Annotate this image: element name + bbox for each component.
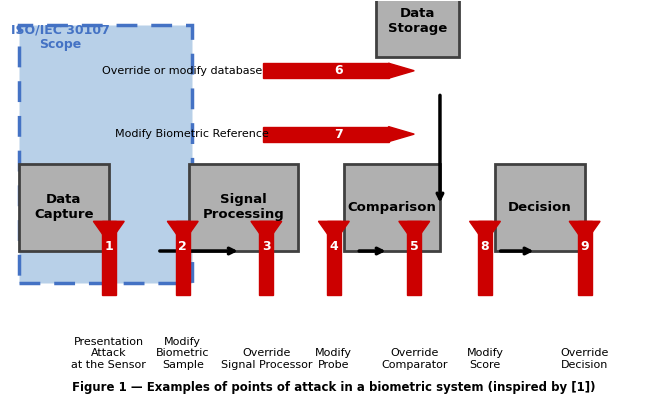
Polygon shape (389, 126, 414, 142)
Text: Comparison: Comparison (348, 201, 436, 214)
Text: Override or modify database: Override or modify database (103, 66, 263, 76)
FancyBboxPatch shape (175, 221, 190, 294)
FancyBboxPatch shape (407, 221, 421, 294)
Text: 3: 3 (262, 241, 271, 253)
Polygon shape (469, 221, 500, 243)
Text: 1: 1 (105, 241, 113, 253)
FancyBboxPatch shape (263, 63, 389, 78)
Text: Modify
Biometric
Sample: Modify Biometric Sample (156, 337, 209, 370)
FancyBboxPatch shape (344, 164, 440, 251)
FancyBboxPatch shape (495, 164, 585, 251)
Text: 2: 2 (178, 241, 187, 253)
Text: Override
Comparator: Override Comparator (381, 348, 448, 370)
Text: ISO/IEC 30107
Scope: ISO/IEC 30107 Scope (11, 23, 110, 51)
FancyBboxPatch shape (478, 221, 492, 294)
FancyBboxPatch shape (189, 164, 299, 251)
Polygon shape (93, 221, 124, 243)
Text: Modify Biometric Reference: Modify Biometric Reference (115, 129, 269, 139)
Text: Modify
Score: Modify Score (467, 348, 504, 370)
Text: 7: 7 (334, 128, 343, 140)
Text: Figure 1 — Examples of points of attack in a biometric system (inspired by [1]): Figure 1 — Examples of points of attack … (72, 381, 596, 394)
Text: 8: 8 (481, 241, 489, 253)
Text: Data
Storage: Data Storage (388, 7, 447, 35)
Polygon shape (569, 221, 600, 243)
Text: Modify
Probe: Modify Probe (315, 348, 352, 370)
FancyBboxPatch shape (375, 0, 459, 57)
Text: 5: 5 (410, 241, 418, 253)
Text: Data
Capture: Data Capture (34, 194, 93, 221)
FancyBboxPatch shape (102, 221, 116, 294)
Text: 9: 9 (581, 241, 589, 253)
Polygon shape (318, 221, 350, 243)
Text: Decision: Decision (508, 201, 571, 214)
FancyBboxPatch shape (260, 221, 273, 294)
Polygon shape (389, 63, 414, 78)
Polygon shape (251, 221, 282, 243)
FancyBboxPatch shape (263, 126, 389, 142)
FancyBboxPatch shape (19, 164, 109, 251)
Text: 6: 6 (334, 64, 343, 77)
Text: Presentation
Attack
at the Sensor: Presentation Attack at the Sensor (71, 337, 146, 370)
Polygon shape (399, 221, 430, 243)
Polygon shape (167, 221, 198, 243)
FancyBboxPatch shape (327, 221, 341, 294)
Text: 4: 4 (330, 241, 338, 253)
Text: Signal
Processing: Signal Processing (203, 194, 285, 221)
Text: Override
Decision: Override Decision (561, 348, 609, 370)
FancyBboxPatch shape (577, 221, 592, 294)
Text: Override
Signal Processor: Override Signal Processor (220, 348, 312, 370)
FancyBboxPatch shape (19, 25, 193, 283)
